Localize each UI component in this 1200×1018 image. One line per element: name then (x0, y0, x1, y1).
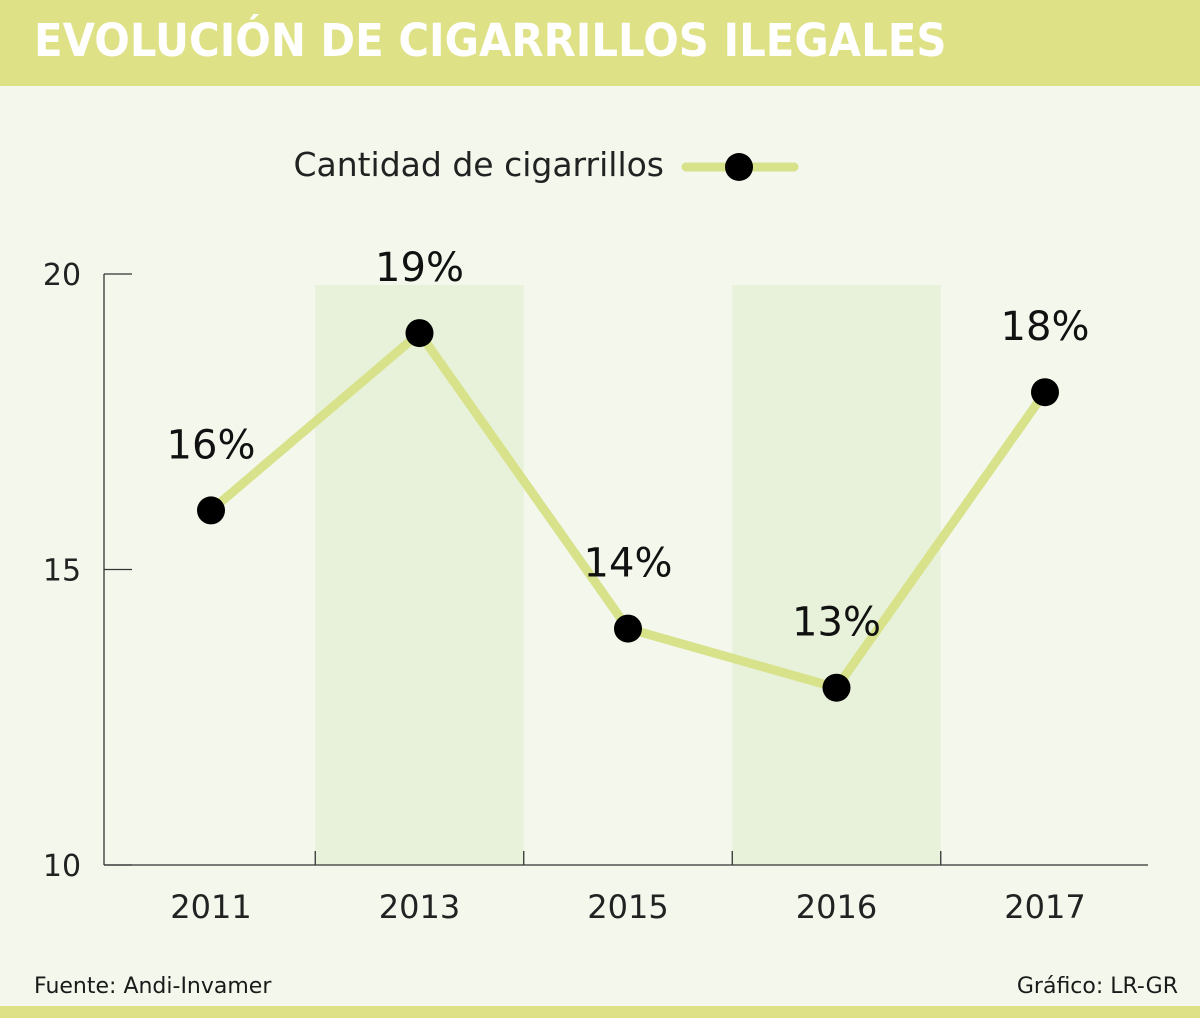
legend-label: Cantidad de cigarrillos (293, 145, 664, 184)
source-note: Fuente: Andi-Invamer (34, 974, 272, 999)
y-tick-label: 20 (43, 258, 81, 293)
data-point (197, 496, 225, 525)
data-label: 16% (167, 422, 256, 468)
header-bar: EVOLUCIÓN DE CIGARRILLOS ILEGALES (0, 0, 1200, 86)
page-title: EVOLUCIÓN DE CIGARRILLOS ILEGALES (34, 14, 947, 67)
data-point (1031, 378, 1059, 407)
bottom-rule (0, 1006, 1200, 1018)
y-tick-label: 15 (43, 554, 81, 589)
x-tick-label: 2016 (796, 888, 877, 926)
data-label: 13% (792, 600, 881, 646)
data-label: 14% (584, 541, 673, 587)
x-tick-label: 2015 (587, 888, 668, 926)
data-point (614, 614, 642, 643)
data-label: 18% (1001, 304, 1090, 350)
legend-marker (725, 153, 753, 181)
data-label: 19% (375, 245, 464, 291)
data-point (822, 673, 851, 702)
category-band (315, 285, 524, 865)
chart-credit: Gráfico: LR-GR (1016, 974, 1178, 999)
category-band (732, 285, 941, 865)
x-tick-label: 2013 (379, 888, 460, 926)
y-tick-label: 10 (43, 849, 81, 884)
x-tick-label: 2011 (170, 888, 251, 926)
data-point (405, 319, 434, 348)
x-tick-label: 2017 (1004, 888, 1085, 926)
